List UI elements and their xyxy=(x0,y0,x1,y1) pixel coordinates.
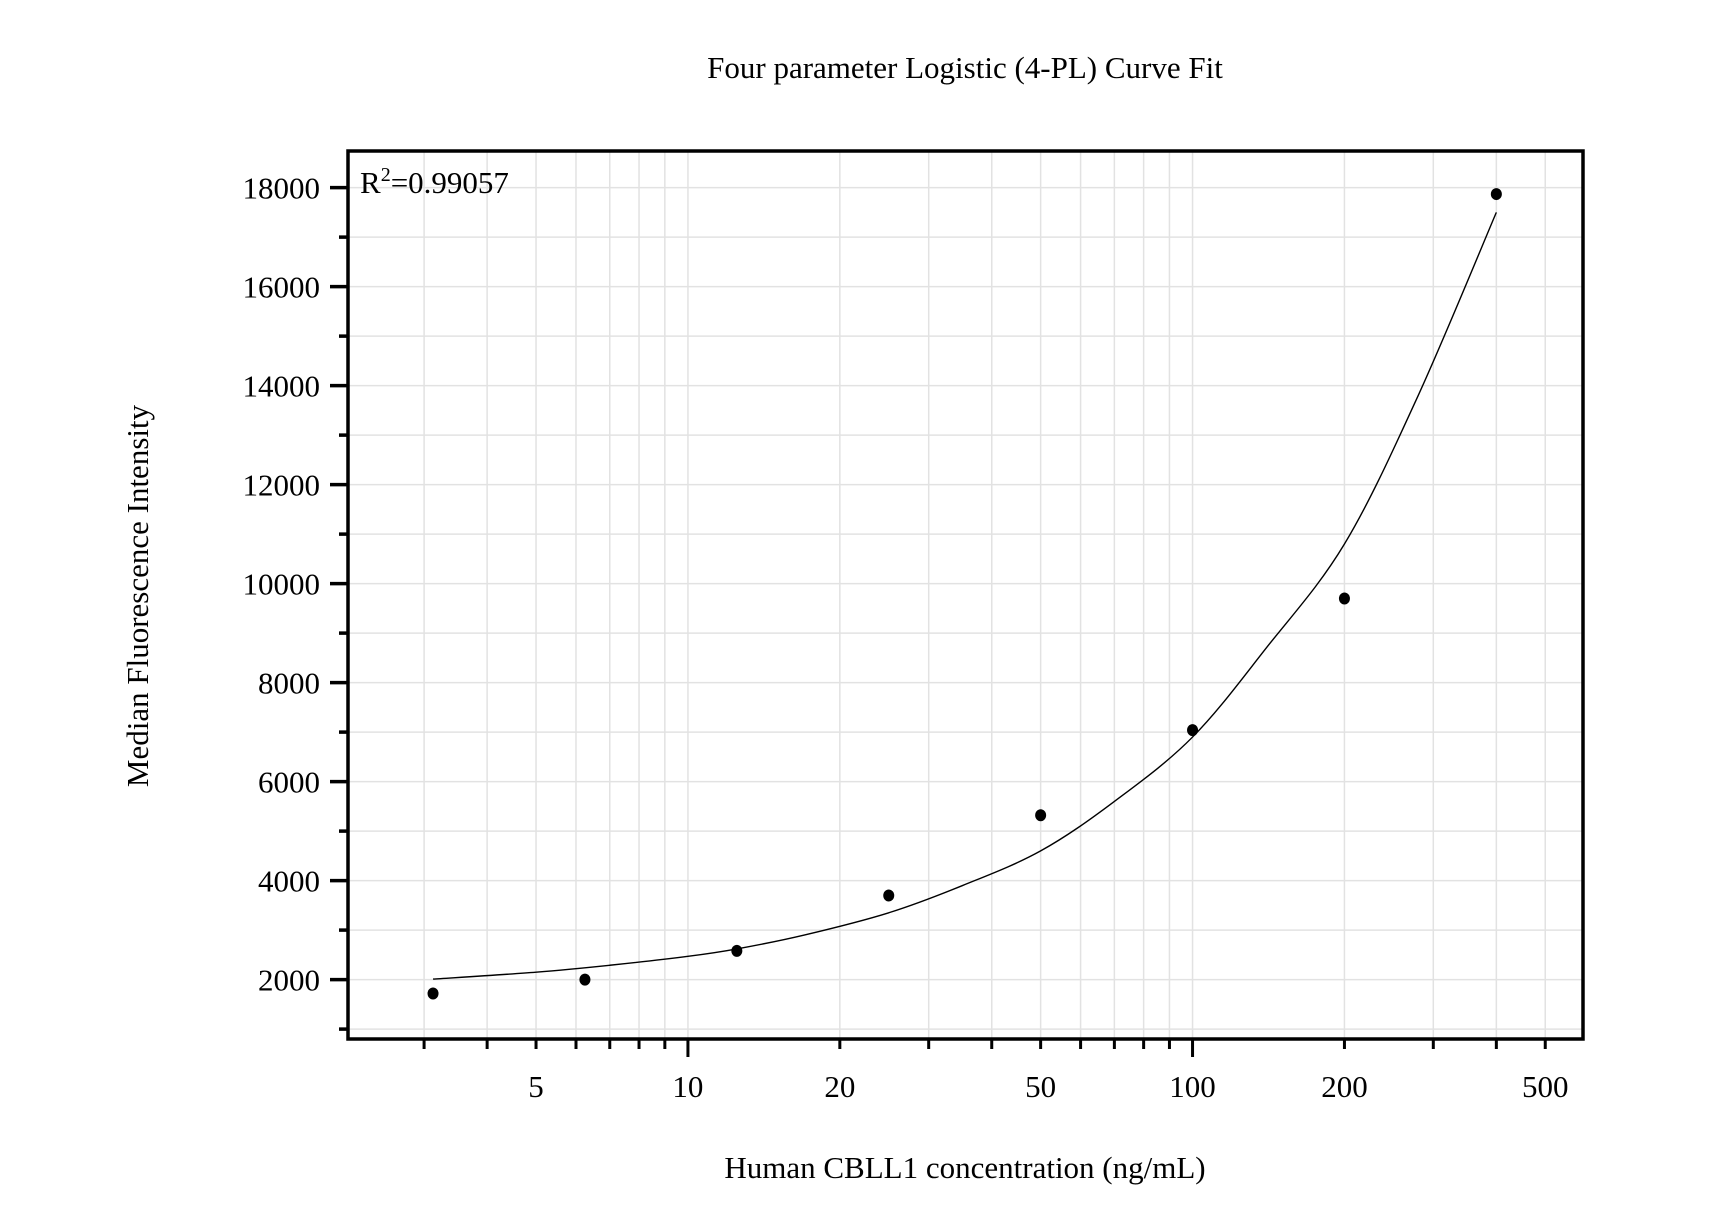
x-tick-label: 20 xyxy=(824,1069,855,1104)
y-tick-label: 14000 xyxy=(243,369,321,404)
axes: 5 10 20 50 100 200 500 2000 4000 6000 8000 10000 120… xyxy=(243,171,1569,1104)
data-point xyxy=(1338,592,1350,605)
y-tick-label: 12000 xyxy=(243,468,321,503)
grid xyxy=(348,151,1583,1039)
data-point xyxy=(579,973,591,986)
r-superscript: 2 xyxy=(381,164,391,186)
plot-frame xyxy=(346,149,1585,1041)
x-tick-label: 5 xyxy=(528,1069,544,1104)
x-tick-label: 500 xyxy=(1522,1069,1569,1104)
y-tick-label: 18000 xyxy=(243,171,321,206)
y-tick-label: 6000 xyxy=(258,765,320,800)
y-tick-label: 8000 xyxy=(258,666,320,701)
data-point xyxy=(1187,724,1199,737)
y-tick-label: 2000 xyxy=(258,963,320,998)
x-tick-label: 200 xyxy=(1321,1069,1368,1104)
r-value: =0.99057 xyxy=(391,165,509,200)
data-point xyxy=(731,944,743,957)
fit-curve-layer xyxy=(432,212,1497,980)
x-axis-label: Human CBLL1 concentration (ng/mL) xyxy=(724,1150,1205,1185)
data-points xyxy=(427,188,1502,1000)
data-point xyxy=(427,987,439,1000)
y-tick-label: 4000 xyxy=(258,864,320,899)
r-label: R xyxy=(360,165,381,200)
y-tick-label: 10000 xyxy=(243,567,321,602)
chart-title: Four parameter Logistic (4-PL) Curve Fit xyxy=(707,50,1223,85)
y-tick-label: 16000 xyxy=(243,270,321,305)
data-point xyxy=(1490,188,1502,201)
x-tick-label: 50 xyxy=(1025,1069,1056,1104)
data-point xyxy=(883,889,895,902)
fit-curve xyxy=(432,212,1497,980)
x-tick-label: 10 xyxy=(672,1069,703,1104)
y-axis-label: Median Fluorescence Intensity xyxy=(120,404,155,787)
data-point xyxy=(1035,809,1047,822)
r-squared-annotation: R2=0.99057 xyxy=(360,164,509,200)
x-tick-label: 100 xyxy=(1169,1069,1216,1104)
